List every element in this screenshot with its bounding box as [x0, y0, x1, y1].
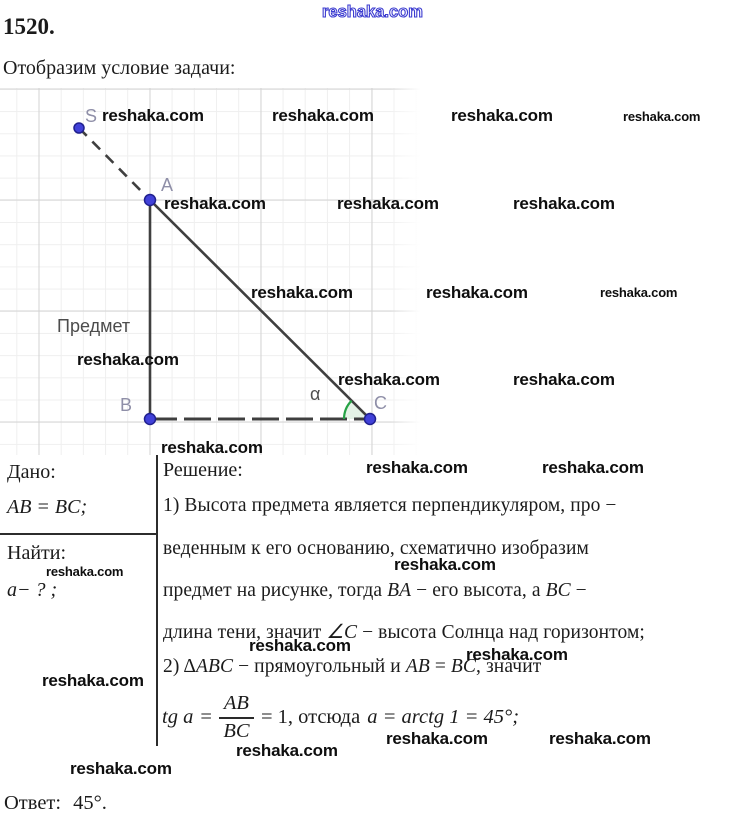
- find-heading: Найти:: [7, 542, 67, 564]
- solution-line-4: длина тени, значит ∠C − высота Солнца на…: [163, 620, 645, 644]
- solution-line-5: 2) ΔABC − прямоугольный и AB = BC, значи…: [163, 656, 541, 678]
- segment-AC: [149, 199, 371, 420]
- watermark: reshaka.com: [623, 109, 701, 124]
- math-term: ABC: [195, 656, 234, 677]
- intro-text: Отобразим условие задачи:: [3, 57, 236, 79]
- label-object: Предмет: [57, 316, 130, 336]
- solution-text: −: [570, 580, 587, 601]
- point-B: [143, 412, 157, 426]
- solution-text: =: [429, 656, 451, 677]
- formula-tail: a = arctg 1 = 45°;: [367, 706, 520, 729]
- fraction: AB BC: [218, 692, 254, 743]
- point-C: [363, 412, 377, 426]
- math-term: ∠C: [326, 622, 358, 643]
- label-C: C: [374, 393, 387, 413]
- answer-row: Ответ: 45°.: [4, 792, 107, 815]
- watermark: reshaka.com: [466, 645, 568, 664]
- solution-text: длина тени, значит: [163, 622, 327, 643]
- solution-text: 1) Высота предмета является перпендикуля…: [163, 495, 617, 516]
- label-S: S: [85, 106, 97, 126]
- watermark: reshaka.com: [42, 671, 144, 690]
- math-term: BC: [545, 580, 571, 601]
- solution-text: веденным к его основанию, схематично изо…: [163, 538, 589, 559]
- watermark: reshaka.com: [236, 741, 338, 760]
- given-statement: AB = BC;: [7, 496, 88, 518]
- watermark: reshaka.com: [386, 729, 488, 748]
- watermark: reshaka.com: [337, 194, 439, 213]
- label-B: B: [120, 395, 132, 415]
- watermark: reshaka.com: [321, 2, 423, 21]
- find-statement: a− ? ;: [7, 579, 58, 601]
- watermark: reshaka.com: [161, 438, 263, 457]
- watermark: reshaka.com: [513, 370, 615, 389]
- triangle-diagram: S A B C α Предмет: [57, 106, 387, 426]
- solution-line-1: 1) Высота предмета является перпендикуля…: [163, 495, 617, 517]
- formula-equals: =: [200, 706, 212, 729]
- angle-wedge-fill: [344, 400, 370, 419]
- watermark: reshaka.com: [272, 106, 374, 125]
- point-S: [73, 122, 85, 134]
- watermark: reshaka.com: [77, 350, 179, 369]
- watermark: reshaka.com: [426, 283, 528, 302]
- watermark: reshaka.com: [394, 555, 496, 574]
- solution-text: − прямоугольный и: [233, 656, 406, 677]
- fraction-denominator: BC: [223, 719, 250, 742]
- angle-arc: [342, 399, 353, 420]
- fraction-numerator: AB: [218, 692, 254, 719]
- watermark: reshaka.com: [102, 106, 204, 125]
- watermark: reshaka.com: [338, 370, 440, 389]
- point-A: [143, 193, 157, 207]
- grid-fade: [390, 88, 428, 455]
- geometry-figure: S A B C α Предмет: [0, 88, 428, 455]
- watermark: reshaka.com: [366, 458, 468, 477]
- solution-line-2: веденным к его основанию, схематично изо…: [163, 538, 589, 560]
- watermark: reshaka.com: [549, 729, 651, 748]
- math-term: BA: [387, 580, 412, 601]
- label-A: A: [161, 175, 173, 195]
- formula-lead: tg a: [162, 706, 194, 729]
- solution-text: − его высота, а: [411, 580, 546, 601]
- watermark: reshaka.com: [600, 285, 678, 300]
- solution-text: , значит: [476, 656, 542, 677]
- solution-text: предмет на рисунке, тогда: [163, 580, 388, 601]
- watermark: reshaka.com: [542, 458, 644, 477]
- formula-mid: = 1, отсюда: [260, 706, 361, 729]
- watermark: reshaka.com: [451, 106, 553, 125]
- answer-label: Ответ:: [4, 792, 62, 814]
- solution-text: − высота Солнца над горизонтом;: [357, 622, 645, 643]
- given-heading: Дано:: [7, 461, 56, 483]
- column-divider-line: [156, 455, 158, 746]
- label-alpha: α: [310, 384, 320, 404]
- solution-formula: tg a = AB BC = 1, отсюда a = arctg 1 = 4…: [162, 692, 519, 743]
- math-term: AB: [405, 656, 430, 677]
- given-divider-line: [0, 533, 157, 535]
- answer-value: 45°.: [73, 792, 107, 814]
- solution-line-3: предмет на рисунке, тогда BA − его высот…: [163, 580, 587, 602]
- problem-number: 1520.: [3, 14, 55, 39]
- watermark: reshaka.com: [46, 564, 124, 579]
- watermark: reshaka.com: [513, 194, 615, 213]
- watermark: reshaka.com: [70, 759, 172, 778]
- watermark: reshaka.com: [164, 194, 266, 213]
- math-term: BC: [450, 656, 477, 677]
- watermark: reshaka.com: [251, 283, 353, 302]
- solution-heading: Решение:: [163, 459, 243, 481]
- sun-ray-dashed-line: [78, 127, 151, 201]
- solution-text: 2) Δ: [163, 656, 196, 677]
- watermark: reshaka.com: [249, 636, 351, 655]
